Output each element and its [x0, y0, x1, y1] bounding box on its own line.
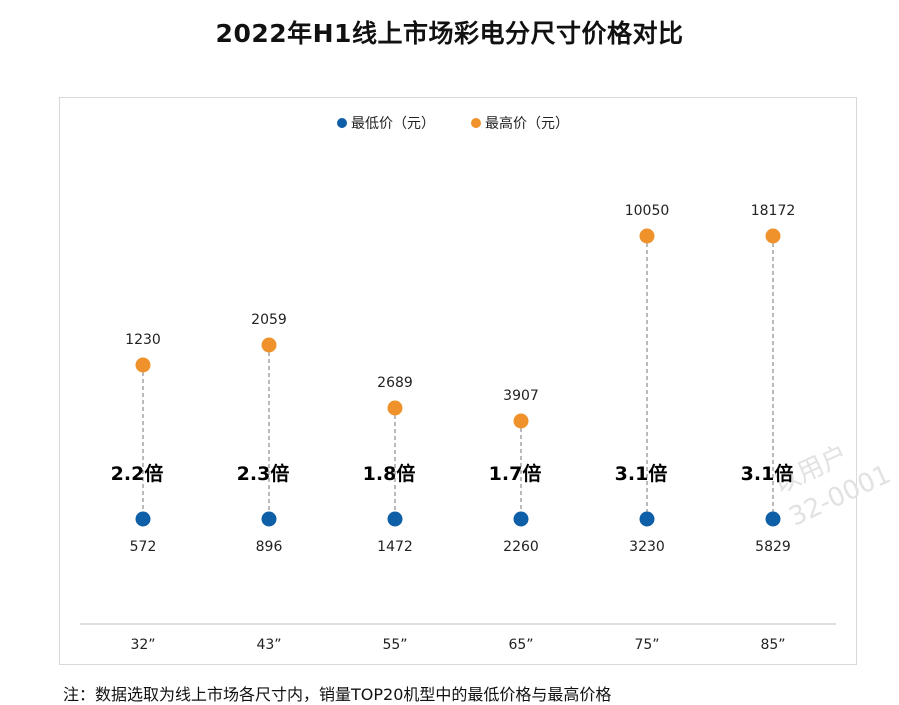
max-price-point: [135, 357, 151, 373]
max-price-point: [513, 413, 529, 429]
ratio-label: 2.3倍: [237, 462, 290, 485]
footnote: 注：数据选取为线上市场各尺寸内，销量TOP20机型中的最低价格与最高价格: [63, 685, 612, 704]
min-price-point: [261, 511, 277, 527]
max-price-label: 1230: [125, 332, 161, 348]
ratio-label: 3.1倍: [741, 462, 794, 485]
max-price-point: [639, 228, 655, 244]
ratio-label: 2.2倍: [111, 462, 164, 485]
chart-marks: 1230 572 2.2倍 32” 2059 896 2.3倍 43” 2689 1472 1.8倍…: [111, 203, 796, 653]
chart-frame: [59, 97, 857, 665]
legend-max-label: 最高价（元）: [485, 115, 569, 132]
legend-min-label: 最低价（元）: [351, 116, 435, 132]
max-price-label: 10050: [625, 203, 670, 219]
x-tick-label: 85”: [760, 637, 785, 653]
max-price-point: [387, 400, 403, 416]
x-tick-label: 65”: [508, 637, 533, 653]
min-price-label: 5829: [755, 539, 791, 555]
min-price-label: 2260: [503, 539, 539, 555]
x-tick-label: 75”: [634, 637, 659, 653]
ratio-label: 1.7倍: [489, 462, 542, 485]
x-tick-label: 55”: [382, 637, 407, 653]
max-price-point: [261, 337, 277, 353]
ratio-label: 3.1倍: [615, 462, 668, 485]
chart-title: 2022年H1线上市场彩电分尺寸价格对比: [215, 19, 684, 48]
max-price-label: 2059: [251, 312, 287, 328]
x-tick-label: 32”: [130, 637, 155, 653]
min-price-point: [387, 511, 403, 527]
min-price-label: 572: [130, 539, 157, 555]
min-price-label: 3230: [629, 539, 665, 555]
min-price-label: 896: [256, 539, 283, 555]
min-price-point: [513, 511, 529, 527]
min-price-point: [765, 511, 781, 527]
min-price-label: 1472: [377, 539, 413, 555]
min-price-point: [135, 511, 151, 527]
max-price-label: 2689: [377, 375, 413, 391]
min-price-point: [639, 511, 655, 527]
max-price-point: [765, 228, 781, 244]
max-price-label: 18172: [751, 203, 796, 219]
legend: 最低价（元） 最高价（元）: [337, 115, 569, 132]
legend-max-marker: [471, 118, 481, 128]
max-price-label: 3907: [503, 388, 539, 404]
legend-min-marker: [337, 118, 347, 128]
x-tick-label: 43”: [256, 637, 281, 653]
ratio-label: 1.8倍: [363, 462, 416, 485]
